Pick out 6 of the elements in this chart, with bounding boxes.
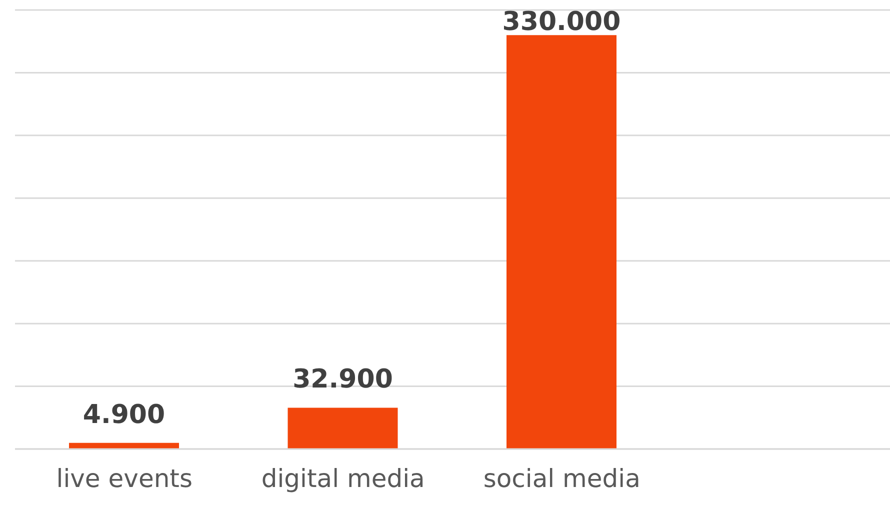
data-label: 32.900 xyxy=(292,364,393,395)
x-tick-label: live events xyxy=(56,464,192,493)
x-tick-label: social media xyxy=(483,464,640,493)
data-label: 4.900 xyxy=(82,400,166,430)
data-label: 330.000 xyxy=(502,7,621,38)
x-tick-label: digital media xyxy=(261,464,425,493)
